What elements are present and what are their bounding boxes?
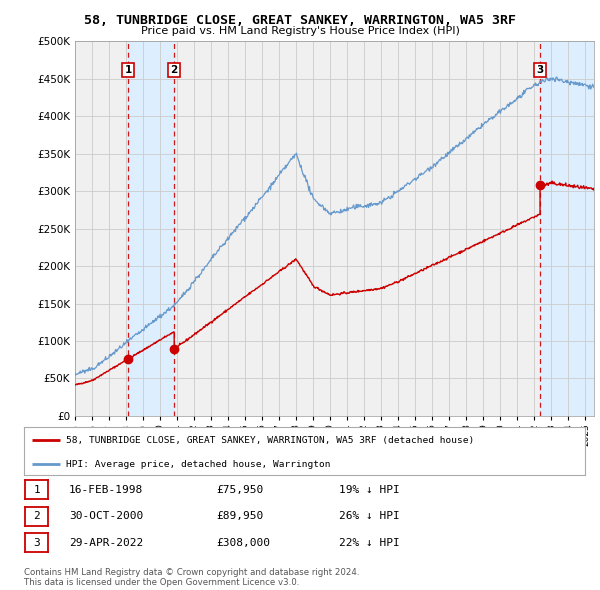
Text: Contains HM Land Registry data © Crown copyright and database right 2024.: Contains HM Land Registry data © Crown c… <box>24 568 359 577</box>
Text: 30-OCT-2000: 30-OCT-2000 <box>69 512 143 521</box>
Bar <box>128 41 174 416</box>
Text: 22% ↓ HPI: 22% ↓ HPI <box>339 538 400 548</box>
Text: 1: 1 <box>33 485 40 494</box>
Text: £308,000: £308,000 <box>216 538 270 548</box>
Text: This data is licensed under the Open Government Licence v3.0.: This data is licensed under the Open Gov… <box>24 578 299 588</box>
Text: 26% ↓ HPI: 26% ↓ HPI <box>339 512 400 521</box>
Text: 58, TUNBRIDGE CLOSE, GREAT SANKEY, WARRINGTON, WA5 3RF: 58, TUNBRIDGE CLOSE, GREAT SANKEY, WARRI… <box>84 14 516 27</box>
Text: £75,950: £75,950 <box>216 485 263 494</box>
Text: HPI: Average price, detached house, Warrington: HPI: Average price, detached house, Warr… <box>66 460 331 469</box>
Text: £89,950: £89,950 <box>216 512 263 521</box>
Text: 3: 3 <box>536 65 544 75</box>
Text: 16-FEB-1998: 16-FEB-1998 <box>69 485 143 494</box>
Text: 58, TUNBRIDGE CLOSE, GREAT SANKEY, WARRINGTON, WA5 3RF (detached house): 58, TUNBRIDGE CLOSE, GREAT SANKEY, WARRI… <box>66 435 475 445</box>
Bar <box>540 41 594 416</box>
Text: 3: 3 <box>33 538 40 548</box>
Text: 19% ↓ HPI: 19% ↓ HPI <box>339 485 400 494</box>
Text: 2: 2 <box>170 65 178 75</box>
Text: 2: 2 <box>33 512 40 521</box>
Text: 29-APR-2022: 29-APR-2022 <box>69 538 143 548</box>
Text: Price paid vs. HM Land Registry's House Price Index (HPI): Price paid vs. HM Land Registry's House … <box>140 26 460 36</box>
Text: 1: 1 <box>124 65 132 75</box>
